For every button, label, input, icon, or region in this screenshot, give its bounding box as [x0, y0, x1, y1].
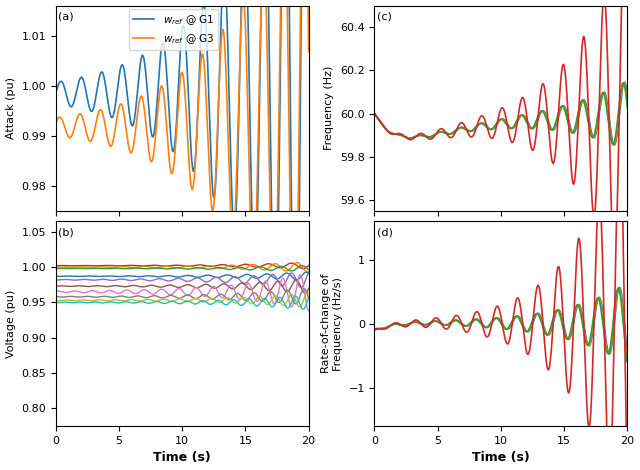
$w_{ref}$ @ G1 [275, 154, 283, 159]
$w_{ref}$ @ G3 [275, 89, 283, 95]
$w_{ref}$ @ G3 [103, 133, 111, 139]
Line: $w_{ref}$ @ G3: $w_{ref}$ @ G3 [56, 0, 308, 395]
Y-axis label: Rate-of-change of
Frequency (Hz/s): Rate-of-change of Frequency (Hz/s) [321, 274, 343, 373]
$w_{ref}$ @ G1 [103, 93, 111, 98]
X-axis label: Time (s): Time (s) [154, 452, 211, 464]
$w_{ref}$ @ G1 [67, 104, 75, 110]
$w_{ref}$ @ G3 [291, 392, 298, 398]
$w_{ref}$ @ G1 [292, 409, 300, 415]
Text: (a): (a) [58, 12, 74, 22]
$w_{ref}$ @ G3 [305, 49, 312, 55]
Y-axis label: Attack (pu): Attack (pu) [6, 77, 15, 139]
$w_{ref}$ @ G1 [249, 243, 257, 249]
$w_{ref}$ @ G1 [52, 90, 60, 96]
Line: $w_{ref}$ @ G1: $w_{ref}$ @ G1 [56, 0, 308, 427]
$w_{ref}$ @ G3 [249, 270, 257, 276]
$w_{ref}$ @ G3 [292, 328, 300, 333]
Y-axis label: Frequency (Hz): Frequency (Hz) [324, 66, 334, 150]
$w_{ref}$ @ G3 [67, 134, 75, 140]
Text: (d): (d) [377, 227, 393, 237]
Text: (c): (c) [377, 12, 392, 22]
Y-axis label: Voltage (pu): Voltage (pu) [6, 290, 16, 358]
$w_{ref}$ @ G1 [292, 424, 300, 430]
X-axis label: Time (s): Time (s) [472, 452, 530, 464]
Legend: $w_{ref}$ @ G1, $w_{ref}$ @ G3: $w_{ref}$ @ G1, $w_{ref}$ @ G3 [129, 9, 218, 50]
$w_{ref}$ @ G3 [52, 120, 60, 126]
Text: (b): (b) [58, 227, 74, 237]
